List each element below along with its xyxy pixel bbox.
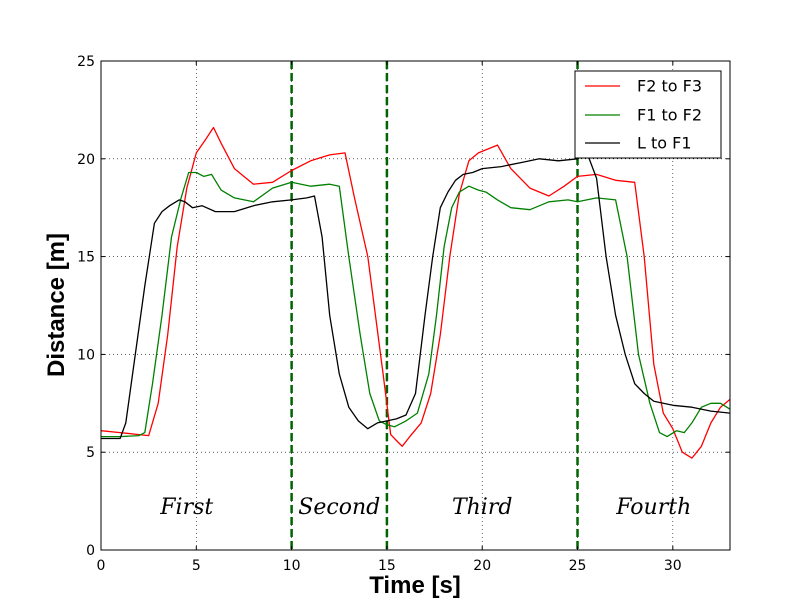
y-tick-label: 10: [77, 347, 95, 363]
phase-annotations: First Second Third Fourth: [159, 495, 691, 520]
phase-label: Third: [452, 495, 512, 520]
series-lines: [100, 126, 731, 459]
x-tick-label: 15: [378, 558, 396, 574]
legend-label-l-to-f1: L to F1: [637, 134, 692, 153]
phase-label: First: [159, 495, 213, 520]
y-tick-label: 5: [86, 445, 95, 461]
x-tick-label: 25: [569, 558, 587, 574]
legend-label-f2-to-f3: F2 to F3: [637, 77, 702, 96]
x-tick-label: 20: [473, 558, 491, 574]
phase-label: Second: [298, 495, 380, 520]
y-tick-label: 20: [77, 152, 95, 168]
y-tick-label: 0: [86, 543, 95, 559]
plot-frame: [100, 60, 731, 551]
x-tick-label: 30: [664, 558, 682, 574]
y-tick-label: 15: [77, 250, 95, 266]
series-line-f1-to-f2: [101, 171, 731, 438]
ticks: 0 5 10 15 20 25 30 0 5 10 15 20 25: [77, 54, 730, 574]
y-tick-label: 25: [77, 54, 95, 70]
x-tick-label: 5: [192, 558, 201, 574]
x-tick-label: 0: [97, 558, 106, 574]
legend: F2 to F3 F1 to F2 L to F1: [574, 70, 722, 159]
x-axis-title: Time [s]: [369, 572, 461, 599]
phase-label: Fourth: [615, 495, 691, 520]
phase-dividers: [290, 61, 579, 550]
legend-label-f1-to-f2: F1 to F2: [637, 106, 702, 125]
x-tick-label: 10: [283, 558, 301, 574]
series-line-l-to-f1: [101, 152, 731, 440]
y-axis-title: Distance [m]: [43, 233, 70, 377]
series-line-f2-to-f3: [100, 126, 731, 459]
